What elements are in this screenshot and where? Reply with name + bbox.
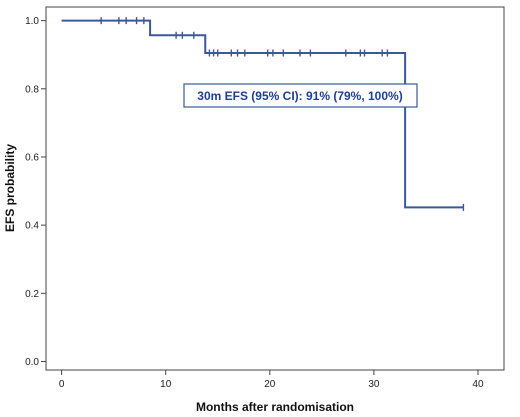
plot-frame	[45, 6, 505, 371]
y-tick-label: 0.6	[25, 152, 39, 163]
x-tick-label: 10	[160, 379, 172, 390]
x-tick-label: 40	[472, 379, 484, 390]
annotation-text: 30m EFS (95% CI): 91% (79%, 100%)	[197, 89, 402, 103]
y-tick-label: 1.0	[25, 16, 39, 27]
km-curve	[61, 19, 464, 209]
series-layer	[61, 17, 465, 211]
y-axis-title: EFS probability	[3, 144, 17, 232]
x-tick-label: 20	[264, 379, 276, 390]
y-tick-label: 0.8	[25, 84, 39, 95]
x-axis-title: Months after randomisation	[196, 400, 354, 414]
y-tick-label: 0.4	[25, 221, 39, 232]
annotation: 30m EFS (95% CI): 91% (79%, 100%)	[183, 83, 418, 108]
y-tick-label: 0.0	[25, 357, 39, 368]
y-axis: 0.0 0.2 0.4 0.6 0.8 1.0	[25, 16, 46, 368]
x-axis: 0 10 20 30 40	[59, 370, 484, 390]
x-tick-label: 0	[59, 379, 65, 390]
y-tick-label: 0.2	[25, 289, 39, 300]
annotation-box	[183, 83, 418, 108]
x-tick-label: 30	[368, 379, 380, 390]
